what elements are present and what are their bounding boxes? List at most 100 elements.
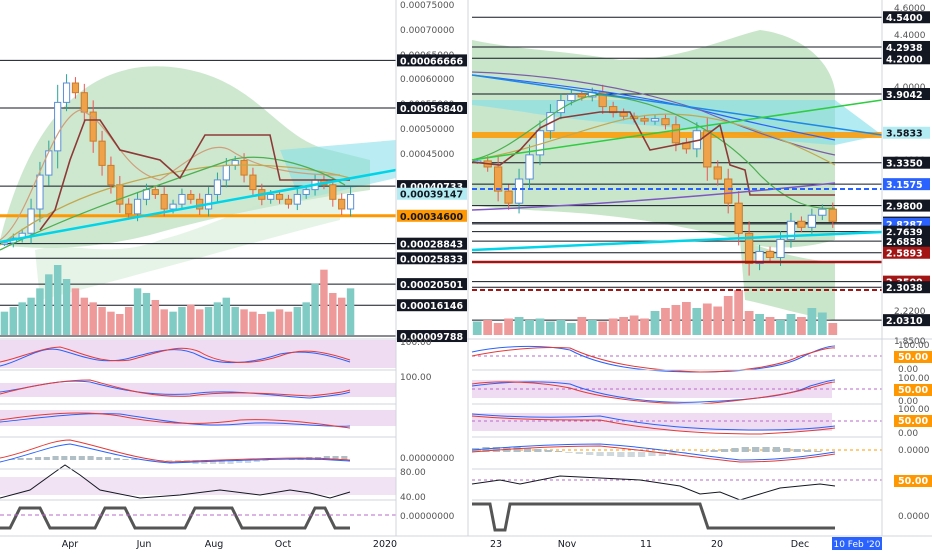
macd-hist-bar <box>606 452 615 456</box>
level-tag: 4.5400 <box>883 11 930 24</box>
indicator-label: 0.00 <box>898 397 918 407</box>
indicator-label: 50.00 <box>898 385 928 396</box>
volume-bar <box>629 315 639 335</box>
level-tag-label: 2.0310 <box>886 316 923 327</box>
level-tag-bg <box>883 246 930 259</box>
level-tag-label: 0.00028843 <box>400 240 463 251</box>
time-axis-label: 11 <box>640 539 652 550</box>
macd-hist-bar <box>131 459 138 460</box>
macd-hist-bar <box>617 452 625 457</box>
candle-body <box>661 118 670 126</box>
volume-bar <box>472 321 482 335</box>
indicator-badge <box>894 415 932 427</box>
candle-body <box>222 164 230 181</box>
price-axis-label: 0.00060000 <box>400 75 455 85</box>
candle-body <box>734 202 743 234</box>
indicator-label: 40.00 <box>400 493 426 503</box>
left-ma-fast <box>0 109 341 241</box>
left-lower-cloud <box>35 180 340 300</box>
right-osc-line <box>471 413 836 431</box>
candle-body <box>142 189 151 200</box>
volume-bar <box>598 321 608 335</box>
candle-body <box>98 140 106 166</box>
macd-hist-bar <box>513 447 521 452</box>
volume-bar <box>807 308 817 335</box>
candle-body <box>577 94 586 98</box>
volume-bar <box>734 290 744 335</box>
left-chart-panel <box>0 0 397 338</box>
candle-body <box>525 154 534 180</box>
candle-body <box>169 203 177 210</box>
candle-body <box>116 184 124 205</box>
volume-bar <box>608 318 618 335</box>
indicator-label: 100.00 <box>898 374 930 384</box>
level-tag-bg <box>397 102 467 115</box>
candle-body <box>671 124 681 144</box>
volume-bar <box>514 317 524 335</box>
level-tag-bg <box>883 52 930 65</box>
right-ma-violet <box>471 182 836 211</box>
level-tag-label: 2.3038 <box>886 283 923 294</box>
candle-body <box>755 250 764 265</box>
macd-hist-bar <box>554 451 563 452</box>
left-macd-signal <box>0 439 351 463</box>
candle-body <box>293 193 301 205</box>
macd-hist-bar <box>236 460 243 463</box>
time-axis-label: Jun <box>136 539 152 550</box>
macd-hist-bar <box>586 452 594 455</box>
candle-body <box>54 101 62 152</box>
level-tag-label: 2.6858 <box>886 237 923 248</box>
candle-body <box>133 198 142 215</box>
indicator-badge <box>894 475 932 487</box>
time-axis-label: Nov <box>558 539 577 550</box>
volume-bar <box>556 320 566 335</box>
level-tag-label: 0.00040733 <box>400 182 463 193</box>
candle-body <box>338 198 346 210</box>
macd-hist-bar <box>253 460 260 462</box>
indicator-label: 100.00 <box>400 338 432 348</box>
volume-bar <box>0 311 9 335</box>
macd-hist-bar <box>26 458 33 460</box>
time-axis-label: Oct <box>275 539 292 550</box>
volume-bar <box>765 317 775 335</box>
macd-hist-bar <box>96 457 103 460</box>
volume-bar <box>124 307 133 335</box>
macd-hist-bar <box>669 452 677 455</box>
left-macd-line <box>0 443 351 464</box>
macd-hist-bar <box>534 449 542 452</box>
candle-body <box>151 189 159 195</box>
date-badge-bg <box>832 537 882 550</box>
level-tag-bg <box>397 54 467 67</box>
volume-bar <box>160 309 168 335</box>
level-tag-label: 0.00066666 <box>400 56 463 67</box>
candle-body <box>346 193 355 210</box>
candle-body <box>275 193 284 200</box>
volume-bar <box>661 308 670 335</box>
macd-hist-bar <box>105 457 112 460</box>
right-ma-green <box>471 94 836 209</box>
indicator-label: 0.0000 <box>898 512 930 522</box>
volume-bar <box>71 288 80 335</box>
right-support-trendline <box>471 230 883 252</box>
level-tag-bg <box>883 225 930 238</box>
volume-bar <box>178 307 186 335</box>
volume-bar <box>249 311 257 335</box>
macd-hist-bar <box>341 456 348 460</box>
macd-hist-bar <box>710 450 718 452</box>
candle-body <box>62 82 71 103</box>
macd-hist-bar <box>70 456 77 460</box>
right-green-trendline <box>471 99 883 161</box>
volume-bar <box>329 293 337 335</box>
volume-bar <box>671 305 681 335</box>
volume-bar <box>346 288 355 335</box>
candle-body <box>828 208 837 222</box>
volume-bar <box>222 297 231 335</box>
candle-body <box>640 118 649 122</box>
indicator-label: 50.00 <box>898 476 928 487</box>
left-rsi-signal <box>0 379 351 397</box>
candle-body <box>493 166 503 192</box>
macd-hist-bar <box>166 460 173 462</box>
candle-body <box>807 214 817 228</box>
